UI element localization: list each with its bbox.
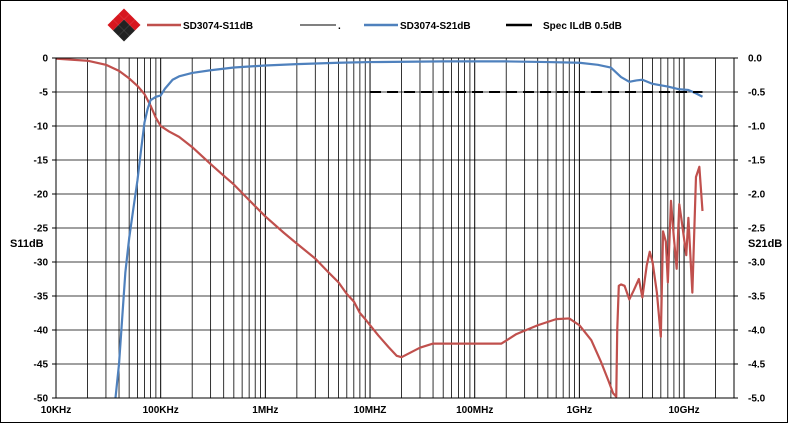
y-right-tick-label: -1.5	[748, 156, 766, 167]
series-line-sd3074-s11db	[55, 57, 704, 398]
x-tick-label: 1MHz	[252, 405, 278, 416]
y-right-tick-label: -3.5	[748, 292, 766, 303]
legend-label-spec-ildb-0-5db: Spec ILdB 0.5dB	[543, 21, 622, 32]
y-right-tick-label: -2.5	[748, 224, 766, 235]
y-left-tick-label: -45	[34, 360, 49, 371]
y-left-tick-label: 0	[42, 54, 48, 65]
axes: 0 -5 -10 -15 -20 -25 -30 -35 -40 -45 -50 0.0 -0.5 -1.…	[34, 54, 766, 417]
legend-label-dot: .	[338, 21, 341, 32]
diamond-logo-icon	[107, 8, 141, 42]
y-left-tick-label: -15	[34, 156, 49, 167]
logo-diamond	[118, 30, 130, 42]
y-right-tick-label: -0.5	[748, 88, 766, 99]
y-right-tick-label: -4.5	[748, 360, 766, 371]
y-left-tick-label: -10	[34, 122, 49, 133]
x-tick-label: 100MHz	[456, 405, 493, 416]
y-left-tick-label: -25	[34, 224, 49, 235]
x-tick-label: 100KHz	[143, 405, 179, 416]
y-right-tick-label: -2.0	[748, 190, 766, 201]
legend: SD3074-S11dB. SD3074-S21dB Spec ILdB 0.5dB	[107, 8, 622, 42]
y-left-tick-label: -30	[34, 258, 49, 269]
y-left-tick-label: -50	[34, 394, 49, 405]
y-right-tick-label: -3.0	[748, 258, 766, 269]
y-left-tick-label: -5	[39, 88, 48, 99]
y-right-tick-label: -1.0	[748, 122, 766, 133]
y-right-tick-label: -5.0	[748, 394, 766, 405]
x-tick-label: 1GHz	[567, 405, 593, 416]
y-left-tick-label: -40	[34, 326, 49, 337]
y-axis-right-label: S21dB	[748, 238, 782, 250]
x-tick-label: 10MHZ	[354, 405, 387, 416]
y-left-tick-label: -35	[34, 292, 49, 303]
x-tick-label: 10KHz	[41, 405, 72, 416]
grid	[55, 57, 735, 399]
y-left-tick-label: -20	[34, 190, 49, 201]
y-right-tick-label: -4.0	[748, 326, 766, 337]
series-line-sd3074-s21db	[114, 60, 703, 399]
y-axis-left-label: S11dB	[10, 238, 44, 250]
x-tick-label: 10GHz	[668, 405, 699, 416]
series-lines	[55, 57, 704, 399]
y-right-tick-label: 0.0	[748, 54, 762, 65]
legend-label-sd3074-s21db: SD3074-S21dB	[400, 21, 471, 32]
legend-label-sd3074-s11db: SD3074-S11dB	[183, 21, 253, 32]
